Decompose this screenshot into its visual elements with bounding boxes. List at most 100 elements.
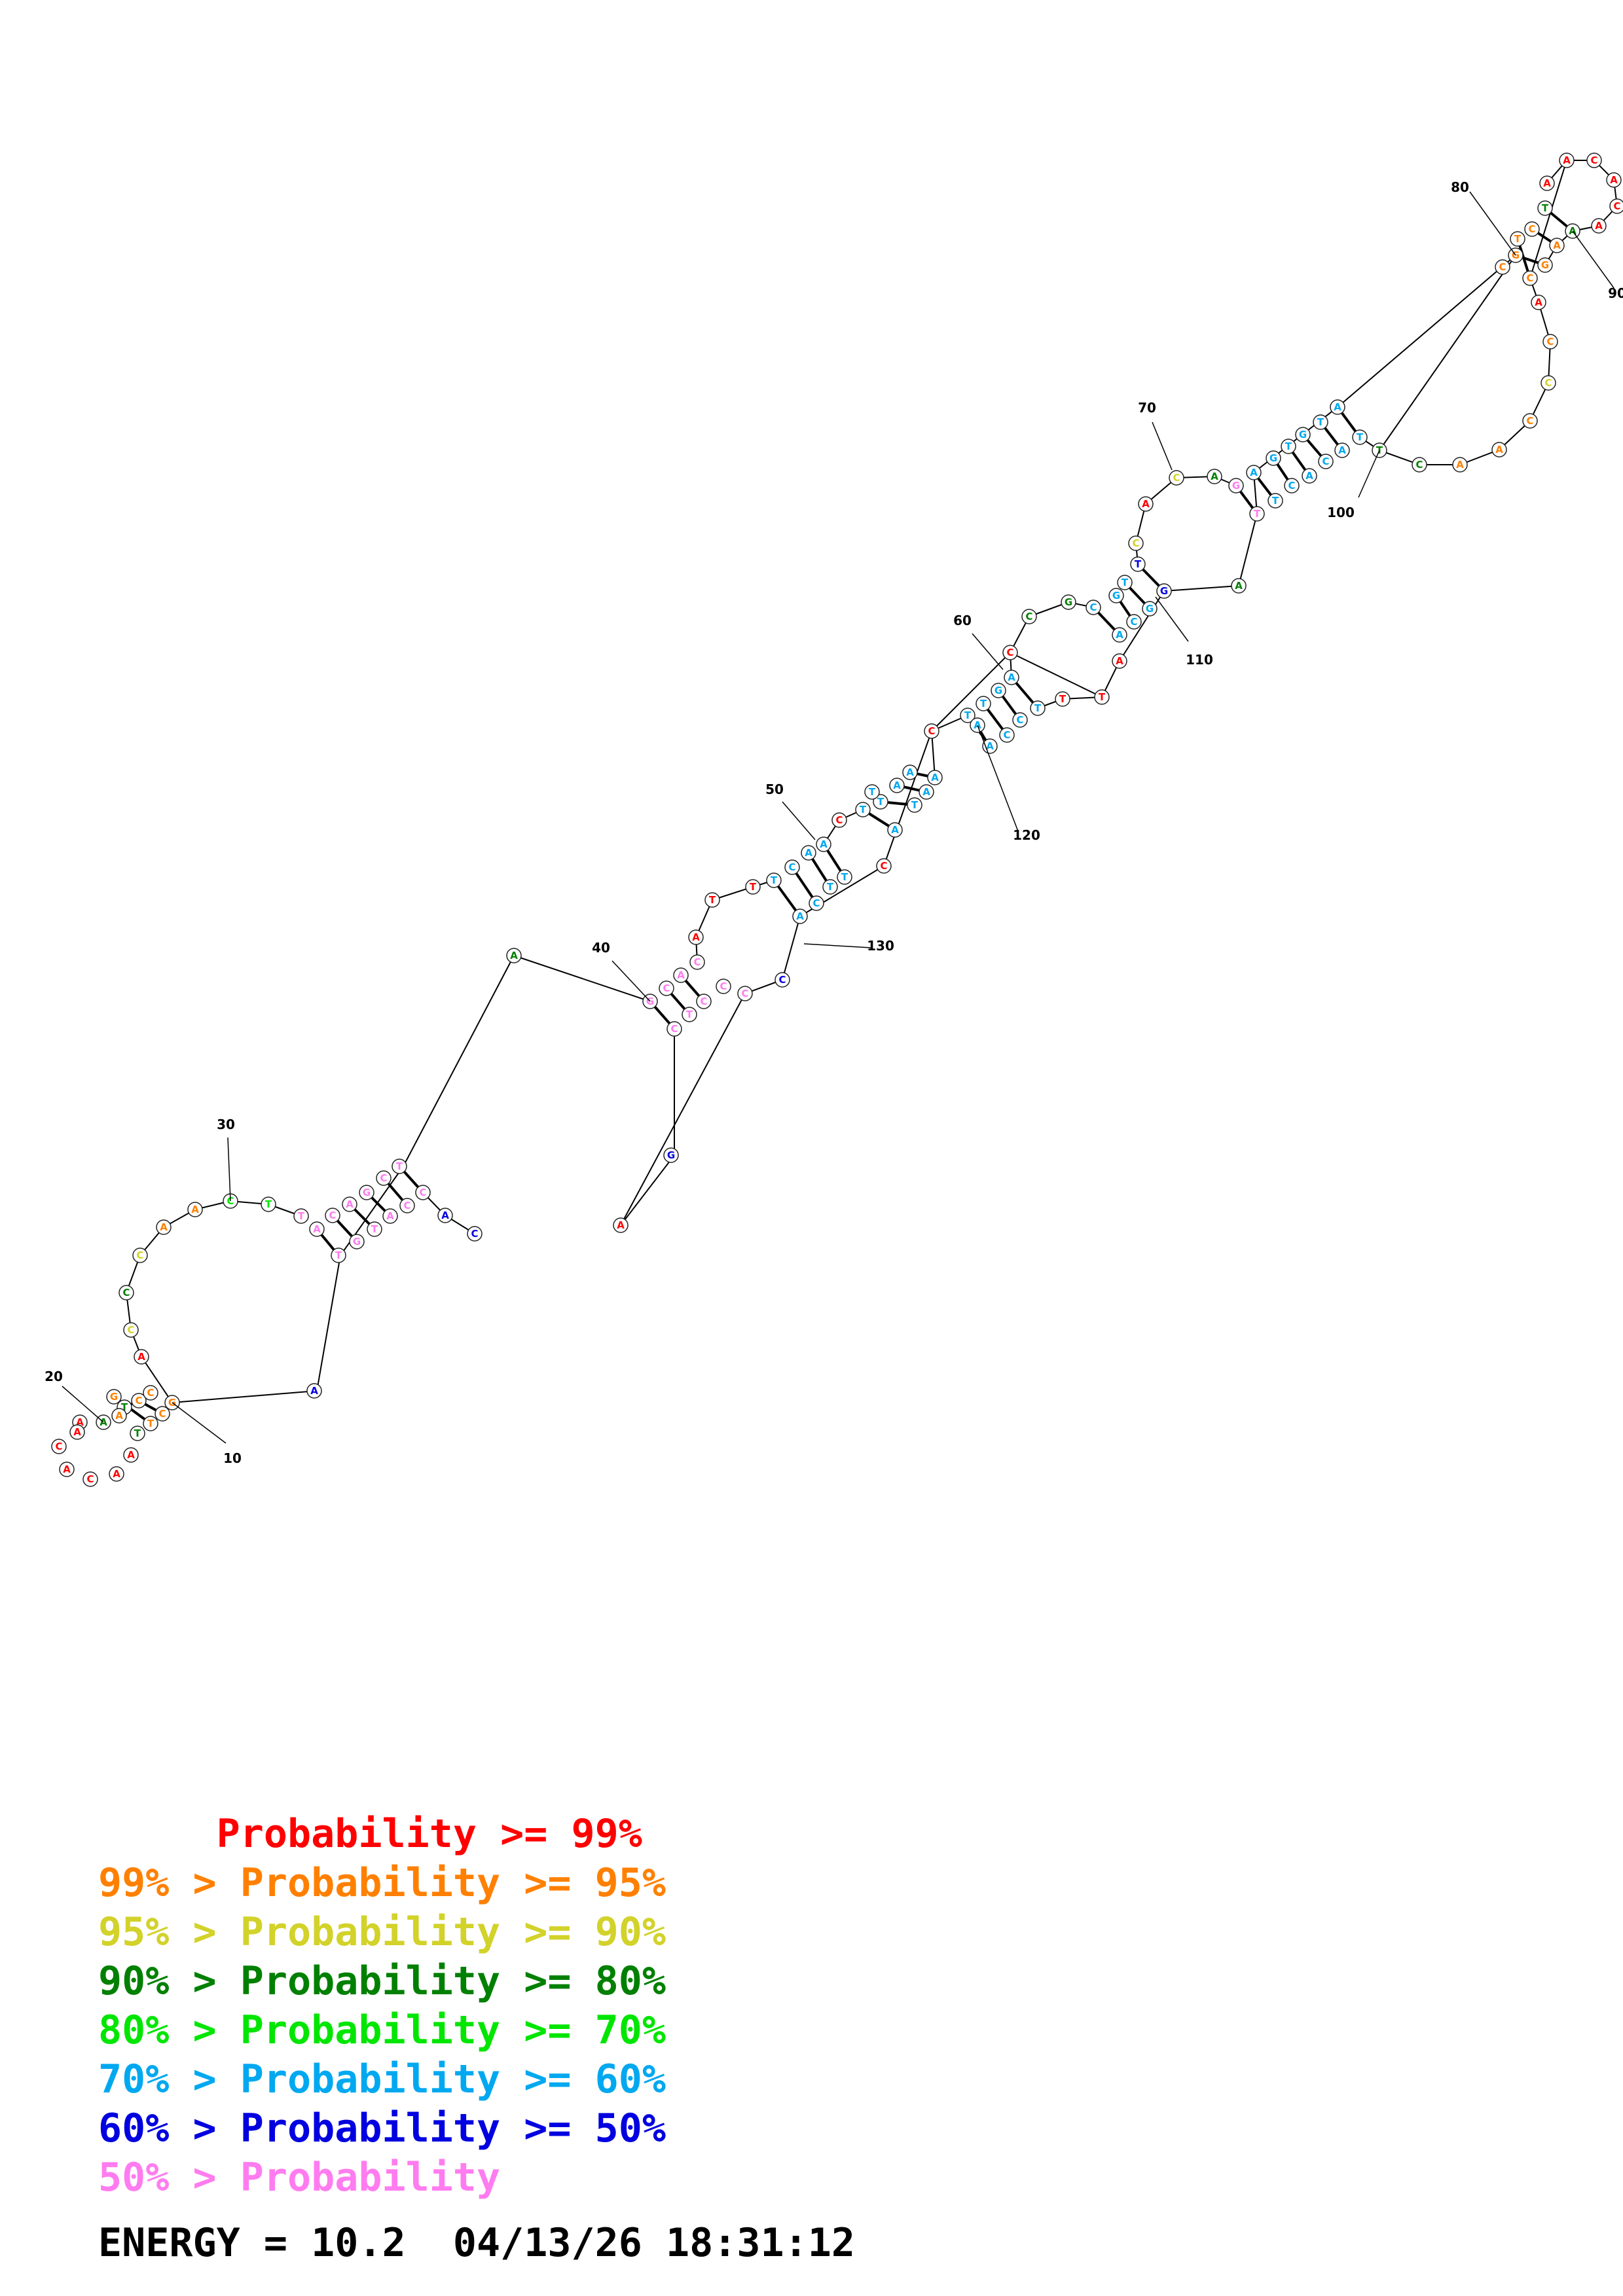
nucleotide: A bbox=[69, 1424, 85, 1440]
position-label: 60 bbox=[953, 613, 972, 628]
svg-text:C: C bbox=[1006, 647, 1013, 658]
nucleotide: G bbox=[1061, 594, 1076, 610]
svg-text:C: C bbox=[812, 897, 820, 909]
position-labels: 10 20 30 40 50 60 70 80 90 100 110 120 130 bbox=[45, 179, 1623, 1466]
svg-text:T: T bbox=[1285, 440, 1292, 452]
svg-text:C: C bbox=[928, 725, 935, 737]
svg-text:C: C bbox=[720, 980, 727, 992]
svg-text:G: G bbox=[1232, 480, 1240, 492]
svg-text:A: A bbox=[1235, 580, 1243, 592]
svg-text:A: A bbox=[100, 1416, 107, 1428]
nucleotide: C bbox=[51, 1439, 67, 1454]
nucleotide: C bbox=[1002, 645, 1018, 660]
nucleotide: T bbox=[130, 1426, 145, 1441]
nucleotide: G bbox=[991, 683, 1006, 698]
nucleotide: T bbox=[822, 879, 838, 895]
nucleotide: T bbox=[1352, 429, 1368, 445]
svg-text:T: T bbox=[1122, 577, 1129, 588]
nucleotide: A bbox=[1559, 152, 1575, 168]
nucleotide: A bbox=[437, 1208, 453, 1223]
svg-text:A: A bbox=[313, 1223, 321, 1235]
nucleotide: C bbox=[1012, 712, 1028, 728]
backbone-segment bbox=[1337, 255, 1516, 408]
nucleotide: C bbox=[1126, 614, 1142, 630]
backbone-segment bbox=[172, 1390, 318, 1403]
svg-text:C: C bbox=[329, 1210, 336, 1221]
nucleotide: A bbox=[1231, 578, 1247, 594]
legend-row-90: 95% > Probability >= 90% bbox=[98, 1909, 666, 1955]
backbone-segment bbox=[1238, 513, 1258, 586]
svg-text:G: G bbox=[353, 1236, 361, 1247]
nucleotide: A bbox=[889, 778, 905, 793]
nucleotide: A bbox=[613, 1217, 629, 1233]
svg-text:A: A bbox=[1305, 470, 1313, 482]
energy-timestamp: ENERGY = 10.2 04/13/26 18:31:12 bbox=[98, 2220, 855, 2266]
backbone-segment bbox=[1379, 255, 1516, 451]
nucleotide: T bbox=[331, 1247, 346, 1263]
svg-text:T: T bbox=[827, 881, 834, 893]
svg-text:A: A bbox=[1535, 296, 1542, 308]
svg-text:C: C bbox=[1526, 415, 1533, 427]
nucleotide: T bbox=[1249, 506, 1265, 522]
nucleotide: A bbox=[109, 1466, 124, 1482]
nucleotide: C bbox=[1524, 221, 1540, 237]
svg-text:G: G bbox=[667, 1149, 675, 1161]
svg-text:T: T bbox=[298, 1210, 305, 1222]
svg-text:G: G bbox=[1160, 585, 1168, 597]
position-label-leader bbox=[782, 801, 816, 840]
svg-text:T: T bbox=[1317, 416, 1324, 428]
legend-row-80: 90% > Probability >= 80% bbox=[98, 1958, 666, 2004]
position-label: 100 bbox=[1327, 505, 1355, 520]
nucleotide: C bbox=[737, 986, 753, 1001]
nucleotide: C bbox=[1541, 375, 1556, 391]
svg-text:T: T bbox=[1514, 233, 1522, 245]
nucleotide: C bbox=[1021, 609, 1037, 624]
svg-text:C: C bbox=[1613, 200, 1620, 212]
svg-text:C: C bbox=[147, 1387, 154, 1399]
svg-text:A: A bbox=[922, 786, 930, 798]
svg-text:T: T bbox=[121, 1401, 128, 1413]
svg-text:T: T bbox=[771, 874, 778, 886]
svg-text:T: T bbox=[980, 698, 987, 709]
nucleotide: C bbox=[1284, 478, 1300, 493]
svg-text:G: G bbox=[363, 1187, 371, 1198]
position-label-leader bbox=[803, 943, 871, 948]
svg-text:C: C bbox=[1499, 261, 1506, 273]
nucleotide: C bbox=[716, 978, 731, 994]
svg-text:A: A bbox=[386, 1210, 394, 1222]
position-label: 110 bbox=[1186, 652, 1213, 668]
svg-text:C: C bbox=[1130, 616, 1137, 628]
svg-text:C: C bbox=[135, 1395, 142, 1407]
backbone-segment bbox=[883, 730, 932, 867]
nucleotide: C bbox=[325, 1208, 340, 1223]
nucleotide: A bbox=[792, 908, 808, 924]
backbone-segment bbox=[316, 1255, 341, 1391]
nucleotide: A bbox=[1207, 469, 1222, 484]
nucleotide: T bbox=[1281, 439, 1296, 454]
nucleotide: C bbox=[399, 1198, 415, 1213]
svg-text:T: T bbox=[750, 881, 757, 893]
svg-text:A: A bbox=[127, 1449, 135, 1461]
svg-text:T: T bbox=[869, 786, 876, 798]
nucleotide: T bbox=[682, 1007, 697, 1022]
svg-text:T: T bbox=[911, 799, 919, 811]
svg-text:T: T bbox=[877, 796, 884, 808]
nucleotide: G bbox=[359, 1185, 374, 1200]
svg-text:A: A bbox=[931, 772, 939, 783]
svg-text:C: C bbox=[403, 1200, 410, 1211]
svg-text:C: C bbox=[1132, 537, 1139, 549]
svg-text:G: G bbox=[1146, 603, 1154, 615]
svg-text:G: G bbox=[1269, 452, 1277, 464]
svg-text:C: C bbox=[1544, 377, 1552, 389]
position-label: 80 bbox=[1451, 179, 1469, 195]
nucleotide: A bbox=[1334, 442, 1350, 458]
position-label-leader bbox=[1152, 422, 1173, 471]
nucleotide: A bbox=[816, 836, 831, 852]
svg-text:A: A bbox=[1610, 174, 1618, 186]
nucleotide: T bbox=[367, 1221, 382, 1237]
nucleotide: C bbox=[415, 1185, 431, 1200]
nucleotide: T bbox=[704, 892, 720, 908]
nucleotide: A bbox=[688, 929, 704, 945]
svg-text:T: T bbox=[265, 1198, 272, 1210]
svg-text:G: G bbox=[1541, 259, 1549, 271]
